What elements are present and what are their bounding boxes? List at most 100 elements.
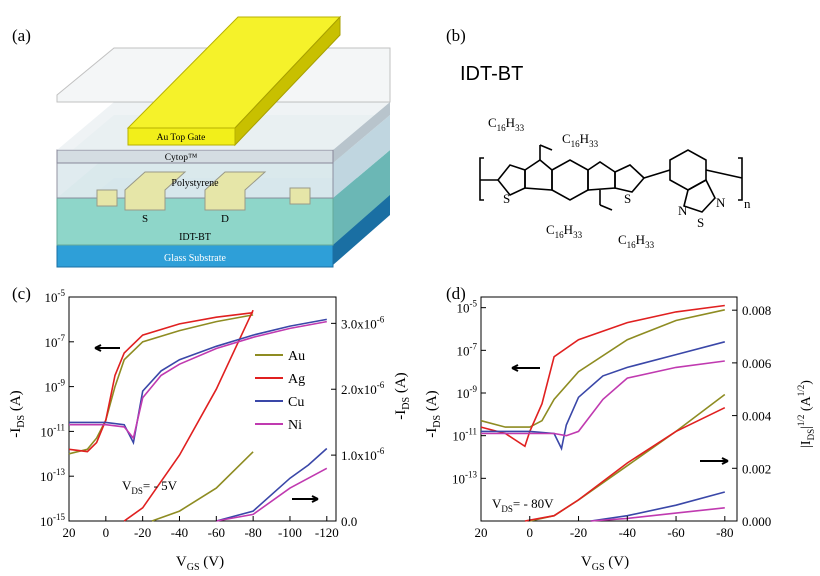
- xlabel-d: VGS (V): [581, 554, 629, 573]
- ylabel-left-c: -IDS (A): [8, 390, 27, 437]
- c-y-left-tick-label: 10-7: [45, 333, 66, 350]
- legend-label-ni: Ni: [288, 418, 302, 433]
- polystyrene-label: Polystyrene: [171, 178, 219, 189]
- c-series-cu-log-line: [69, 318, 327, 446]
- d-x-tick-label: -60: [667, 525, 684, 540]
- alkyl-label-2: C16H33: [562, 131, 599, 149]
- arrow-left-icon-c: [94, 344, 120, 352]
- c-x-tick-label: -20: [134, 525, 151, 540]
- arrow-right-icon-d: [700, 457, 729, 465]
- c-y-right-tick-label: 0.0: [341, 514, 357, 529]
- d-x-tick-label: -40: [619, 525, 636, 540]
- d-series-au-log-line: [480, 309, 725, 428]
- d-y-right-tick-label: 0.004: [742, 409, 772, 424]
- ylabel-right-c: -IDS (A): [393, 372, 410, 419]
- d-y-left-tick-label: 10-13: [452, 469, 477, 486]
- d-series-au-sqrt-line: [529, 393, 726, 522]
- legend-label-au: Au: [288, 349, 305, 364]
- c-x-tick-label: 20: [63, 525, 76, 540]
- electrode-pad-right: [289, 187, 311, 205]
- c-series-ni-log-line: [69, 320, 327, 440]
- panel-label-b: (b): [446, 26, 466, 45]
- d-y-left-tick-label: 10-11: [452, 427, 477, 444]
- d-y-left-tick-label: 10-9: [457, 384, 478, 401]
- molecule-name: IDT-BT: [460, 63, 523, 85]
- plot-frame-c: [68, 296, 337, 522]
- polystyrene-side: [333, 115, 390, 198]
- c-series-cu-sqrt-line: [216, 447, 328, 522]
- d-y-left-tick-label: 10-5: [457, 299, 478, 316]
- chart-d: 20 0 -20 -40 -60 -80 10-13 10-11 10-9 10-7 10-5 0.0…: [424, 296, 816, 573]
- gate-front: [127, 127, 236, 146]
- d-series-cu-sqrt-line: [590, 491, 726, 522]
- repeat-unit-n: n: [744, 196, 751, 211]
- d-series-cu-log-line: [481, 341, 726, 451]
- legend-label-cu: Cu: [288, 395, 304, 410]
- c-x-tick-label: -120: [315, 525, 339, 540]
- semiconductor-side: [333, 150, 390, 245]
- device-schematic: S D Au Top Gate Cytop™ Polystyrene IDT-B…: [56, 15, 391, 268]
- electrode-pad-left: [96, 189, 118, 207]
- panel-label-c: (c): [12, 284, 31, 303]
- nitrogen-atom-2: N: [716, 195, 726, 210]
- ylabel-left-d: -IDS (A): [424, 390, 443, 437]
- d-y-right-tick-label: 0.006: [742, 356, 772, 371]
- alkyl-label-3: C16H33: [546, 222, 583, 240]
- ylabel-right-d: |IDS|1/2 (A1/2): [796, 380, 816, 448]
- plot-frame-d: [480, 296, 738, 522]
- c-series-ag-sqrt-line: [123, 309, 254, 522]
- d-x-tick-label: 20: [475, 525, 488, 540]
- c-x-tick-label: -80: [244, 525, 261, 540]
- c-series-au-sqrt-line: [151, 451, 254, 522]
- c-y-left-tick-label: 10-13: [40, 467, 65, 484]
- c-y-right-tick-label: 3.0x10-6: [341, 314, 385, 331]
- sulfur-atom-2: S: [624, 191, 631, 206]
- semiconductor-label: IDT-BT: [179, 232, 211, 243]
- c-y-left-tick-label: 10-11: [40, 422, 65, 439]
- gate-label: Au Top Gate: [157, 133, 206, 143]
- d-y-left-tick-label: 10-7: [457, 341, 478, 358]
- substrate-label: Glass Substrate: [164, 253, 227, 264]
- c-series-au-log-line: [68, 314, 254, 455]
- panel-label-a: (a): [12, 26, 31, 45]
- c-x-tick-label: 0: [103, 525, 110, 540]
- source-electrode: [124, 171, 187, 211]
- alkyl-label-1: C16H33: [488, 115, 525, 133]
- vds-annotation-d: VDS= - 80V: [492, 496, 554, 514]
- c-series-ni-sqrt-line: [216, 467, 328, 522]
- c-x-tick-label: -40: [171, 525, 188, 540]
- arrow-left-icon-d: [511, 364, 540, 372]
- c-y-left-tick-label: 10-5: [45, 288, 66, 305]
- cytop-label: Cytop™: [165, 153, 198, 163]
- d-series-ni-sqrt-line: [590, 507, 725, 522]
- drain-electrode: [204, 171, 267, 211]
- c-x-tick-label: -60: [208, 525, 225, 540]
- c-y-right-tick-label: 1.0x10-6: [341, 446, 385, 463]
- legend-c: Au Ag Cu Ni: [255, 349, 305, 433]
- d-x-tick-label: -80: [716, 525, 733, 540]
- panel-label-d: (d): [446, 284, 466, 303]
- c-y-left-tick-label: 10-15: [40, 512, 65, 529]
- c-series-ag-log-line: [68, 311, 254, 453]
- c-x-tick-label: -100: [278, 525, 302, 540]
- xlabel-c: VGS (V): [176, 554, 224, 573]
- d-y-right-tick-label: 0.002: [742, 461, 771, 476]
- d-y-right-tick-label: 0.008: [742, 303, 771, 318]
- sulfur-atom-3: S: [697, 215, 704, 230]
- d-series-ag-log-line: [480, 304, 725, 448]
- sulfur-atom-1: S: [503, 191, 510, 206]
- c-y-right-tick-label: 2.0x10-6: [341, 380, 385, 397]
- legend-label-ag: Ag: [288, 372, 305, 387]
- source-label: S: [142, 213, 148, 225]
- d-series-ag-sqrt-line: [524, 406, 726, 522]
- drain-label: D: [221, 213, 229, 225]
- molecule-structure: IDT-BT C16H33 C16H33 C16H33 C16H33 S S N: [460, 63, 751, 250]
- alkyl-label-4: C16H33: [618, 232, 655, 250]
- arrow-right-icon-c: [292, 495, 319, 503]
- nitrogen-atom-1: N: [678, 203, 688, 218]
- d-x-tick-label: -20: [570, 525, 587, 540]
- d-y-right-tick-label: 0.000: [742, 514, 771, 529]
- d-series-ni-log-line: [481, 360, 725, 437]
- cytop-side: [333, 102, 390, 163]
- c-y-left-tick-label: 10-9: [45, 378, 66, 395]
